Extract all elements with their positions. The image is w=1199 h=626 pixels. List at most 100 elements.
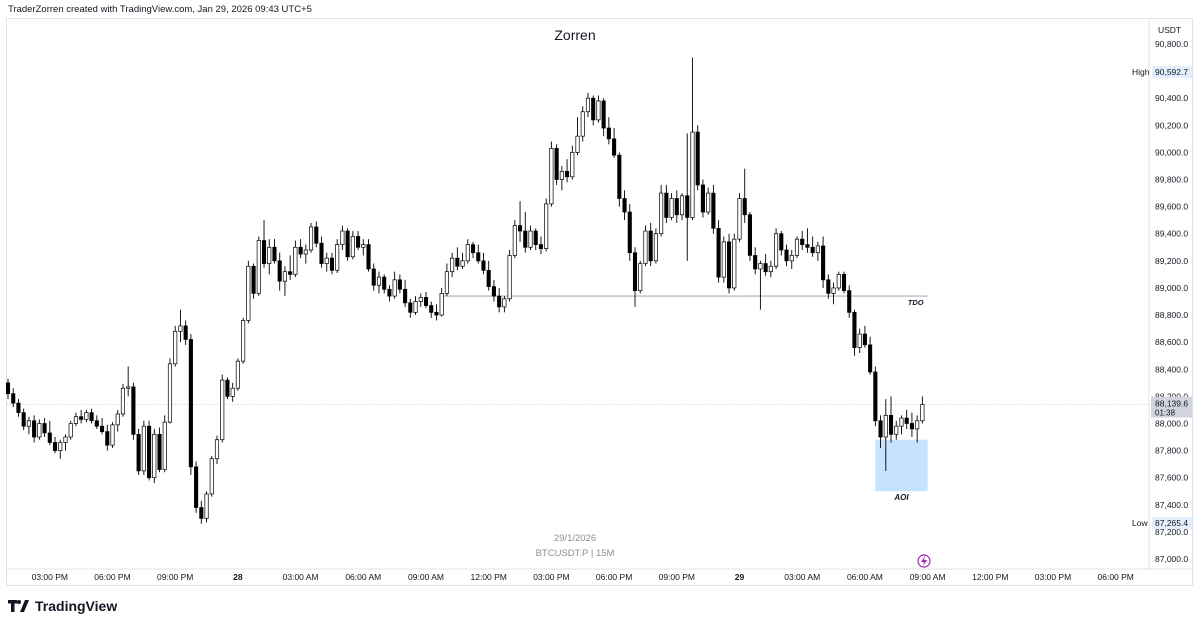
candle-body	[847, 290, 852, 313]
candle-body	[408, 302, 413, 313]
y-tick-label: 90,400.0	[1155, 93, 1188, 103]
y-tick-label: 87,400.0	[1155, 500, 1188, 510]
candle-body	[272, 246, 277, 262]
candle-body	[486, 269, 491, 287]
candle-body	[606, 127, 611, 140]
candle-body	[136, 433, 141, 472]
x-tick-label: 29	[735, 572, 745, 582]
countdown-value: 01:38	[1155, 409, 1176, 418]
candle-body	[904, 417, 909, 424]
candle-body	[695, 131, 700, 186]
candle-body	[225, 379, 230, 397]
candle-body	[476, 252, 481, 262]
x-tick-label: 09:00 AM	[408, 572, 444, 582]
candle-body	[319, 242, 324, 264]
candle-body	[371, 268, 376, 286]
y-tick-label: 89,600.0	[1155, 202, 1188, 212]
lightning-icon-bolt	[921, 556, 927, 566]
candle-body	[789, 255, 794, 262]
candle-body	[460, 260, 465, 267]
candle-body	[659, 192, 664, 235]
candle-body	[690, 131, 695, 218]
x-tick-label: 03:00 AM	[784, 572, 820, 582]
candle-body	[455, 257, 460, 267]
candle-body	[356, 236, 361, 248]
candle-body	[434, 311, 439, 316]
candle-body	[324, 257, 329, 264]
candle-body	[99, 425, 105, 432]
candle-body	[920, 404, 925, 422]
candle-body	[162, 421, 167, 470]
candle-body	[800, 238, 805, 245]
candle-body	[376, 276, 382, 286]
candle-body	[533, 230, 538, 245]
candle-body	[679, 195, 685, 216]
high-label: High	[1132, 67, 1150, 77]
candle-body	[204, 493, 209, 519]
candle-body	[94, 420, 99, 427]
y-tick-label: 89,000.0	[1155, 283, 1188, 293]
candle-body	[230, 387, 235, 397]
candle-body	[622, 198, 627, 213]
candle-body	[120, 387, 126, 415]
candle-body	[131, 386, 136, 435]
candle-body	[141, 425, 146, 472]
candle-body	[11, 393, 16, 404]
candle-body	[89, 412, 94, 422]
candle-body	[643, 230, 648, 264]
x-tick-label: 09:00 PM	[659, 572, 695, 582]
candle-body	[261, 240, 267, 264]
symbol-watermark: BTCUSDT.P | 15M	[0, 548, 1150, 559]
symbol-label: BTCUSDT.P	[535, 548, 589, 559]
candle-body	[21, 412, 26, 427]
candle-body	[523, 230, 528, 248]
candle-body	[852, 311, 857, 348]
candle-body	[267, 246, 272, 264]
candle-body	[350, 236, 355, 258]
high-value-box	[1152, 66, 1192, 79]
x-tick-label: 03:00 AM	[283, 572, 319, 582]
candle-body	[413, 301, 418, 313]
low-label: Low	[1132, 518, 1148, 528]
candle-body	[439, 293, 444, 316]
candle-body	[288, 271, 293, 275]
candle-body	[68, 423, 73, 438]
candle-body	[178, 325, 183, 332]
candle-body	[758, 263, 763, 270]
candle-body	[491, 286, 496, 297]
candle-body	[638, 263, 643, 292]
candle-body	[862, 333, 867, 346]
x-tick-label: 03:00 PM	[32, 572, 68, 582]
candle-body	[857, 333, 862, 348]
candle-body	[246, 265, 251, 321]
low-value: 87,265.4	[1155, 518, 1188, 528]
candle-body	[753, 255, 758, 270]
candle-body	[423, 297, 429, 306]
candle-body	[418, 297, 423, 302]
tradingview-brand: TradingView	[35, 598, 118, 614]
x-tick-label: 09:00 AM	[910, 572, 946, 582]
candle-body	[878, 420, 883, 438]
candle-body	[774, 233, 779, 267]
candle-body	[256, 240, 261, 294]
candle-body	[528, 230, 533, 248]
x-tick-label: 12:00 PM	[972, 572, 1008, 582]
candle-body	[47, 432, 52, 443]
candle-body	[329, 257, 335, 271]
candle-body	[794, 238, 800, 256]
candle-body	[700, 184, 705, 213]
candle-body	[335, 244, 340, 271]
y-tick-label: 87,000.0	[1155, 554, 1188, 564]
candle-body	[345, 230, 350, 258]
candle-body	[361, 244, 366, 248]
candle-body	[173, 330, 178, 365]
x-tick-label: 06:00 AM	[345, 572, 381, 582]
candle-body	[517, 225, 523, 232]
y-tick-label: 88,600.0	[1155, 337, 1188, 347]
candle-body	[84, 412, 89, 420]
candle-body	[507, 255, 512, 300]
candle-body	[737, 198, 742, 240]
tradingview-footer[interactable]: TradingView	[8, 598, 117, 614]
candle-body	[235, 360, 240, 389]
